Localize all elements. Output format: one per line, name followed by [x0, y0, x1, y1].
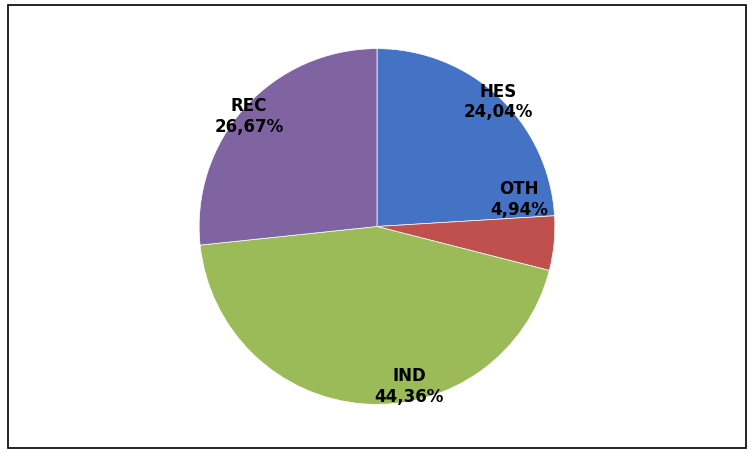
Wedge shape	[199, 48, 377, 245]
Text: OTH
4,94%: OTH 4,94%	[490, 180, 548, 219]
Text: IND
44,36%: IND 44,36%	[374, 367, 443, 406]
Text: REC
26,67%: REC 26,67%	[214, 97, 284, 135]
Text: HES
24,04%: HES 24,04%	[463, 82, 532, 121]
Wedge shape	[377, 48, 554, 226]
Wedge shape	[377, 216, 555, 270]
Wedge shape	[200, 226, 550, 405]
